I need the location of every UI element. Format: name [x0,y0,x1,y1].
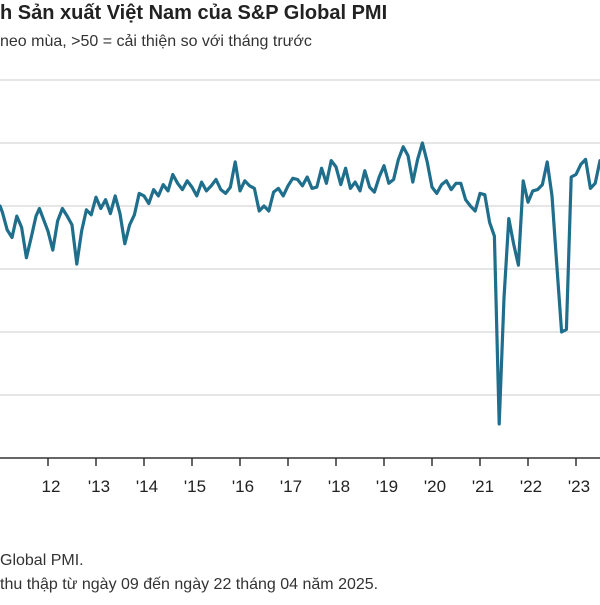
x-tick-label: 12 [42,477,61,496]
x-tick-label: '16 [232,477,254,496]
chart-subtitle: neo mùa, >50 = cải thiện so với tháng tr… [0,33,312,50]
x-tick-label: '21 [472,477,494,496]
source-text: Global PMI. [0,552,84,569]
x-tick-label: '18 [328,477,350,496]
x-tick-label: '14 [136,477,158,496]
x-tick-label: '20 [424,477,446,496]
x-tick-label: '22 [520,477,542,496]
series-line-0 [0,141,600,426]
x-tick-label: '19 [376,477,398,496]
x-tick-label: '15 [184,477,206,496]
x-tick-label: '13 [88,477,110,496]
x-tick-label: '17 [280,477,302,496]
x-tick-label: '23 [568,477,590,496]
chart-title: h Sản xuất Việt Nam của S&P Global PMI [0,2,388,24]
survey-note: thu thập từ ngày 09 đến ngày 22 tháng 04… [0,576,379,593]
